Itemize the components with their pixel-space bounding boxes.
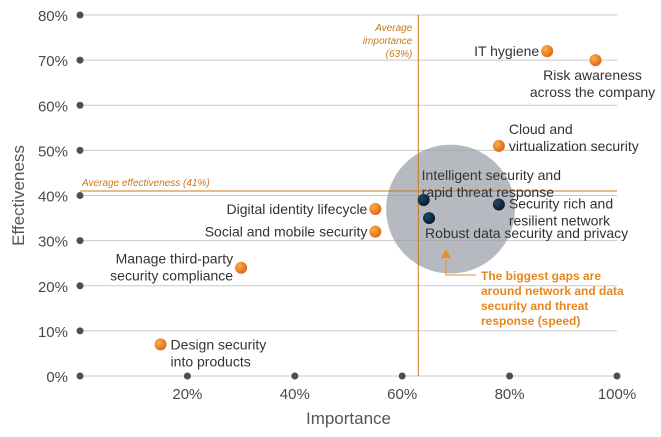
data-point bbox=[235, 261, 248, 274]
data-point bbox=[417, 194, 430, 207]
axes-layer: 0% 10% 20% 30% 40% 50% 60% 70% 80% 20% 40% 60% 80% 10… bbox=[9, 8, 636, 428]
x-tick-label: 40% bbox=[280, 386, 310, 403]
y-tick-dot bbox=[76, 282, 84, 290]
average-importance-label: importance bbox=[363, 36, 413, 47]
callout-text: response (speed) bbox=[481, 314, 580, 328]
y-tick-dot bbox=[76, 11, 84, 19]
point-label: Social and mobile security bbox=[205, 224, 368, 240]
y-tick-dot bbox=[76, 101, 84, 109]
y-tick-dot bbox=[76, 56, 84, 64]
point-label: Intelligent security and bbox=[422, 167, 561, 183]
callout-text: security and threat bbox=[481, 299, 588, 313]
data-point bbox=[541, 45, 554, 58]
average-importance-label: Average bbox=[374, 23, 413, 34]
callout-connector bbox=[445, 260, 476, 276]
y-tick-label: 30% bbox=[38, 234, 68, 251]
y-tick-label: 20% bbox=[38, 279, 68, 296]
average-effectiveness-label: Average effectiveness (41%) bbox=[81, 178, 210, 189]
callout-text: around network and data bbox=[481, 284, 624, 298]
y-tick-dot bbox=[76, 327, 84, 335]
callout-text: The biggest gaps are bbox=[481, 269, 601, 283]
x-tick-dot bbox=[183, 372, 191, 380]
point-label: into products bbox=[171, 353, 251, 369]
point-label: resilient network bbox=[509, 213, 611, 229]
y-tick-dot bbox=[76, 192, 84, 199]
x-tick-label: 80% bbox=[495, 386, 525, 403]
data-point bbox=[369, 203, 382, 216]
point-label: Risk awareness bbox=[543, 67, 642, 83]
reference-layer: Average importance (63%) Average effectiven… bbox=[80, 15, 617, 376]
y-tick-label: 70% bbox=[38, 53, 68, 70]
x-axis-title: Importance bbox=[306, 409, 391, 428]
x-tick-label: 100% bbox=[598, 386, 636, 403]
data-point bbox=[369, 225, 382, 238]
average-importance-label: (63%) bbox=[386, 49, 413, 60]
x-tick-label: 60% bbox=[387, 386, 417, 403]
point-label: Robust data security and privacy bbox=[425, 225, 628, 241]
x-tick-dot bbox=[506, 372, 514, 380]
y-tick-label: 10% bbox=[38, 324, 68, 341]
point-label: Security rich and bbox=[509, 196, 613, 212]
y-tick-label: 60% bbox=[38, 98, 68, 115]
point-label: IT hygiene bbox=[474, 43, 539, 59]
y-tick-dot bbox=[76, 372, 84, 380]
point-label: Manage third-party bbox=[116, 251, 234, 267]
data-point bbox=[492, 198, 505, 211]
callout-pointer-triangle bbox=[441, 249, 451, 258]
grid-layer bbox=[80, 14, 617, 377]
x-tick-label: 20% bbox=[172, 386, 202, 403]
y-tick-label: 40% bbox=[38, 189, 68, 206]
x-tick-dot bbox=[398, 372, 406, 380]
point-label: virtualization security bbox=[509, 138, 639, 154]
data-point bbox=[423, 212, 436, 225]
points-layer bbox=[154, 45, 602, 351]
y-tick-label: 80% bbox=[38, 8, 68, 25]
x-tick-dot bbox=[291, 372, 299, 380]
data-point bbox=[492, 139, 505, 152]
y-tick-label: 50% bbox=[38, 143, 68, 160]
point-label: Cloud and bbox=[509, 121, 573, 137]
y-tick-dot bbox=[76, 237, 84, 245]
y-tick-dot bbox=[76, 146, 84, 154]
data-point bbox=[589, 54, 602, 67]
point-label: Digital identity lifecycle bbox=[227, 201, 368, 217]
point-label: across the company bbox=[530, 84, 655, 100]
x-tick-dot bbox=[613, 372, 621, 380]
y-axis-title: Effectiveness bbox=[9, 145, 28, 246]
y-tick-label: 0% bbox=[46, 369, 68, 386]
point-label: Design security bbox=[171, 336, 267, 352]
point-label: security compliance bbox=[110, 268, 233, 284]
point-label: rapid threat response bbox=[422, 184, 555, 200]
data-point bbox=[154, 338, 167, 351]
